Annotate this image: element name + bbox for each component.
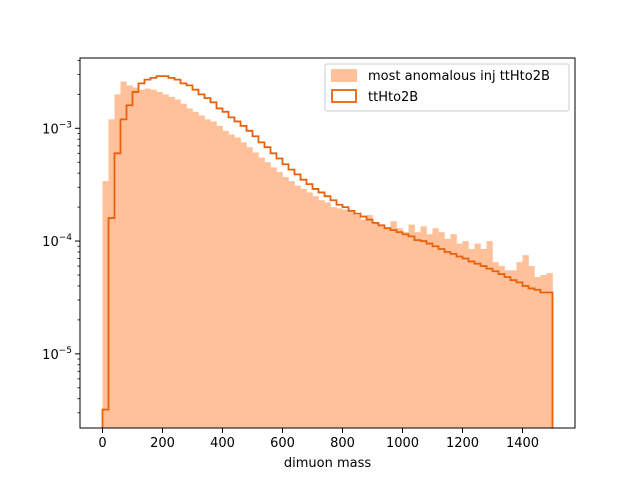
histogram-bar	[312, 196, 319, 428]
histogram-bar	[504, 270, 511, 428]
plot-area	[101, 75, 554, 429]
histogram-bar	[294, 185, 301, 428]
histogram-bar	[420, 226, 427, 428]
histogram-bar	[342, 209, 349, 428]
histogram-bar	[318, 200, 325, 428]
histogram-bar	[174, 99, 181, 428]
y-axis: 10−5 10−4 10−3	[42, 59, 80, 414]
histogram-bar	[102, 181, 109, 428]
histogram-bar	[474, 243, 481, 428]
histogram-bar	[384, 228, 391, 428]
histogram-bar	[180, 103, 187, 428]
histogram-bar	[126, 85, 133, 428]
histogram-bar	[450, 234, 457, 428]
x-tick-label: 400	[210, 436, 235, 451]
histogram-bar	[138, 89, 145, 429]
histogram-bar	[210, 121, 217, 428]
x-tick-label: 1200	[446, 436, 479, 451]
histogram-bar	[270, 167, 277, 428]
histogram-bar	[324, 202, 331, 428]
histogram-bar	[414, 232, 421, 428]
histogram-bar	[480, 249, 487, 428]
legend-label-anomalous: most anomalous inj ttHto2B	[368, 69, 550, 84]
legend-swatch-step	[331, 89, 357, 103]
x-tick-label: 600	[270, 436, 295, 451]
histogram-bar	[372, 222, 379, 428]
histogram-bar	[168, 96, 175, 428]
histogram-bar	[378, 224, 385, 428]
x-tick-label: 1000	[386, 436, 419, 451]
histogram-bar	[522, 255, 529, 428]
legend-swatch-filled	[331, 69, 357, 82]
histogram-bar	[276, 171, 283, 428]
x-axis: 0 200 400 600 800 1000 1200 1400	[98, 428, 539, 451]
y-tick-label: 10−3	[42, 120, 72, 137]
x-tick-label: 800	[330, 436, 355, 451]
histogram-bar	[120, 81, 127, 429]
histogram-bar	[498, 266, 505, 428]
histogram-bar	[444, 238, 451, 428]
histogram-bar	[132, 87, 139, 429]
histogram-bar	[486, 241, 493, 428]
histogram-bar	[354, 215, 361, 428]
histogram-bar	[528, 266, 535, 428]
histogram-bar	[264, 162, 271, 429]
histogram-bar	[216, 125, 223, 429]
histogram-bar	[534, 277, 541, 428]
histogram-bar	[288, 181, 295, 428]
histogram-bar	[492, 262, 499, 428]
histogram-bar	[366, 215, 373, 428]
legend: most anomalous inj ttHto2B ttHto2B	[324, 63, 570, 112]
histogram-bar	[222, 130, 229, 429]
histogram-bar	[234, 137, 241, 428]
histogram-bar	[300, 188, 307, 428]
histogram-bar	[540, 275, 547, 428]
histogram-bar	[390, 221, 397, 428]
histogram-bar	[360, 219, 367, 428]
histogram-bar	[426, 234, 433, 428]
histogram-bar	[510, 270, 517, 428]
legend-box	[324, 63, 570, 112]
histogram-bar	[462, 241, 469, 428]
histogram-bar	[162, 94, 169, 428]
legend-label-tthto2b: ttHto2B	[368, 90, 418, 105]
histogram-bar	[204, 119, 211, 429]
histogram-bar	[114, 94, 121, 428]
x-tick-label: 200	[150, 436, 175, 451]
histogram-bar	[156, 91, 163, 428]
histogram-bar	[336, 208, 343, 428]
histogram-bar	[186, 108, 193, 429]
histogram-bar	[396, 228, 403, 428]
x-tick-label: 1400	[506, 436, 539, 451]
histogram-bar	[402, 232, 409, 428]
y-tick-label: 10−4	[42, 233, 72, 250]
histogram-bar	[192, 111, 199, 428]
step-histogram-line	[101, 75, 554, 428]
histogram-bar	[258, 157, 265, 428]
histogram-bar	[240, 142, 247, 428]
histogram-bar	[246, 147, 253, 428]
histogram-bar	[516, 262, 523, 428]
x-tick-label: 0	[98, 436, 106, 451]
histogram-bar	[252, 152, 259, 428]
x-axis-label: dimuon mass	[284, 456, 371, 471]
histogram-bar	[438, 232, 445, 428]
histogram-bar	[150, 89, 157, 429]
histogram-bar	[144, 88, 151, 428]
histogram-bar	[108, 119, 115, 429]
histogram-bar	[408, 224, 415, 428]
histogram-bar	[228, 134, 235, 429]
histogram-bar	[306, 192, 313, 428]
histogram-bar	[456, 243, 463, 428]
histogram-bar	[198, 115, 205, 428]
histogram-bar	[282, 176, 289, 428]
histogram-bar	[546, 273, 553, 428]
histogram-bar	[468, 249, 475, 428]
axes-frame	[79, 57, 576, 429]
y-tick-label: 10−5	[42, 346, 72, 363]
histogram-bar	[348, 212, 355, 428]
histogram-bar	[432, 228, 439, 428]
histogram-bar	[330, 207, 337, 428]
